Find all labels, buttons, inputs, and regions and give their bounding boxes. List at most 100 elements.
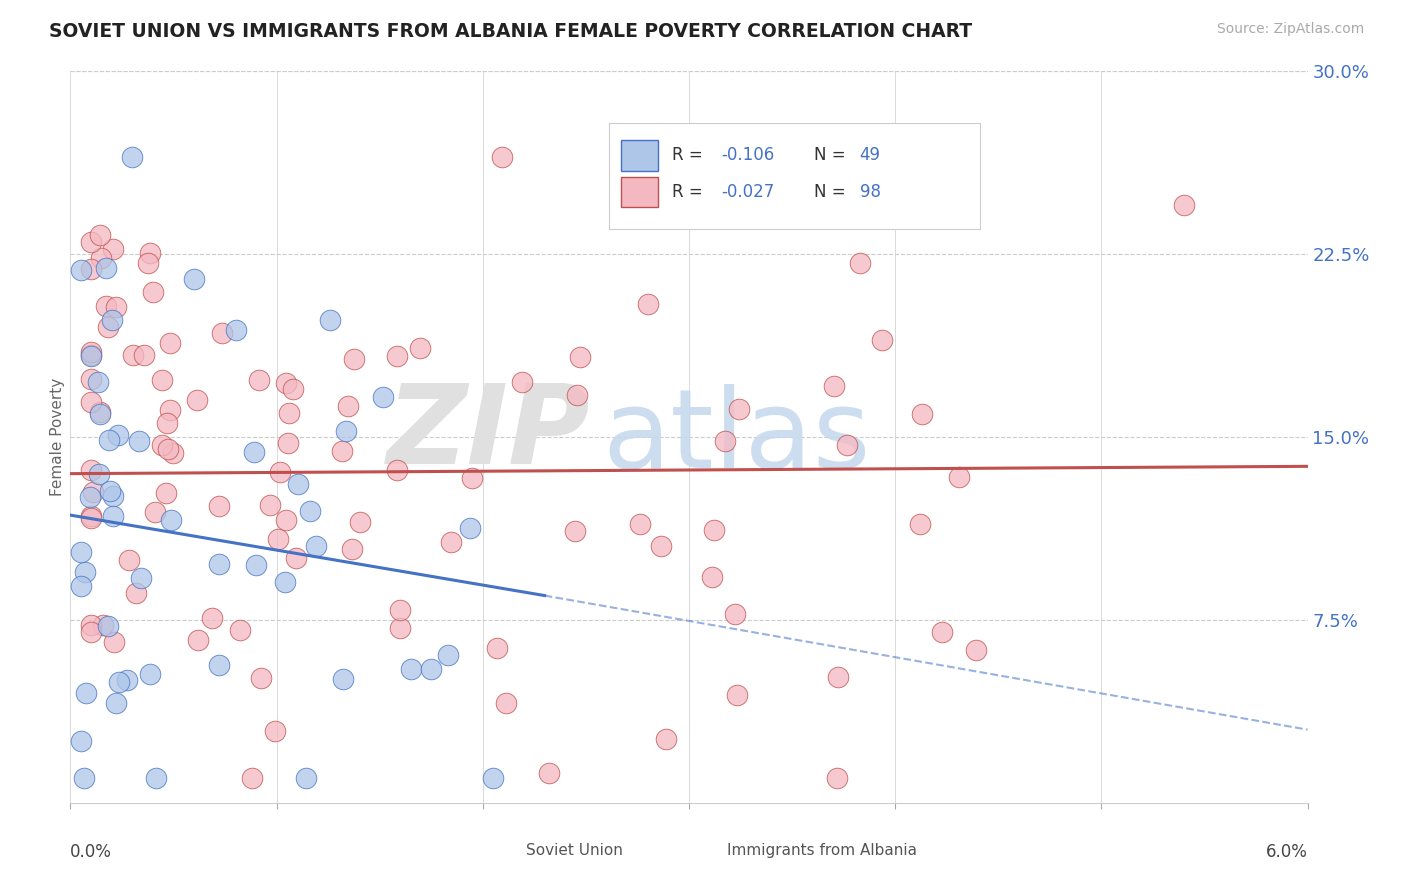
Point	[420, 662, 443, 676]
Point	[240, 772, 263, 786]
Point	[827, 772, 849, 786]
Y-axis label: Female Poverty: Female Poverty	[49, 378, 65, 496]
Point	[87, 467, 110, 482]
Point	[387, 349, 409, 363]
Point	[1173, 198, 1195, 212]
Point	[242, 444, 264, 458]
Point	[82, 484, 104, 499]
Point	[409, 342, 432, 356]
FancyBboxPatch shape	[686, 837, 717, 864]
Point	[69, 545, 91, 559]
Point	[80, 463, 103, 477]
Point	[637, 296, 659, 310]
Point	[250, 671, 273, 685]
Point	[654, 732, 676, 747]
Point	[332, 672, 354, 686]
Point	[538, 765, 561, 780]
Point	[259, 498, 281, 512]
Point	[89, 407, 111, 421]
Point	[650, 539, 672, 553]
Point	[150, 373, 173, 387]
Point	[388, 621, 411, 635]
Point	[129, 571, 152, 585]
Point	[80, 618, 103, 632]
Point	[103, 635, 125, 649]
Point	[713, 434, 735, 448]
Point	[76, 686, 98, 700]
Point	[157, 442, 180, 456]
Point	[931, 625, 953, 640]
Point	[186, 392, 208, 407]
Text: Immigrants from Albania: Immigrants from Albania	[727, 843, 917, 858]
Text: N =: N =	[814, 146, 851, 164]
Point	[139, 667, 162, 681]
Point	[101, 508, 124, 523]
Point	[73, 772, 96, 786]
Point	[105, 696, 128, 710]
FancyBboxPatch shape	[485, 837, 516, 864]
Point	[277, 436, 299, 450]
Point	[335, 424, 357, 438]
Point	[80, 235, 103, 249]
Point	[245, 558, 267, 572]
Point	[319, 312, 342, 326]
Point	[276, 376, 298, 391]
Point	[80, 345, 103, 359]
Point	[80, 395, 103, 409]
Point	[187, 633, 209, 648]
Point	[80, 262, 103, 277]
Text: atlas: atlas	[602, 384, 870, 491]
Point	[159, 335, 181, 350]
Point	[80, 348, 103, 362]
FancyBboxPatch shape	[609, 122, 980, 228]
Text: R =: R =	[672, 146, 707, 164]
Point	[80, 372, 103, 386]
Point	[100, 483, 122, 498]
Point	[97, 320, 120, 334]
Point	[277, 406, 299, 420]
Point	[703, 524, 725, 538]
Point	[510, 375, 533, 389]
Point	[104, 300, 127, 314]
Point	[143, 505, 166, 519]
Point	[724, 607, 747, 622]
Point	[267, 532, 290, 546]
Point	[160, 513, 183, 527]
Point	[87, 375, 110, 389]
Point	[567, 388, 589, 402]
Point	[274, 574, 297, 589]
Point	[870, 333, 893, 347]
Point	[150, 438, 173, 452]
Point	[911, 407, 934, 421]
Point	[725, 688, 748, 702]
Point	[436, 648, 458, 662]
Point	[80, 624, 103, 639]
Point	[299, 504, 322, 518]
Point	[156, 416, 179, 430]
Point	[837, 437, 859, 451]
Point	[80, 511, 103, 525]
Point	[75, 565, 97, 579]
Point	[69, 734, 91, 748]
Point	[139, 245, 162, 260]
Point	[79, 491, 101, 505]
Point	[387, 463, 409, 477]
Point	[295, 772, 318, 786]
Point	[399, 662, 422, 676]
Point	[247, 373, 270, 387]
Point	[115, 673, 138, 687]
Point	[155, 486, 177, 500]
Point	[121, 348, 143, 362]
Point	[263, 724, 285, 739]
Point	[349, 515, 371, 529]
Text: -0.027: -0.027	[721, 183, 775, 201]
Point	[486, 640, 509, 655]
Point	[827, 670, 849, 684]
Point	[125, 586, 148, 600]
Point	[283, 382, 305, 396]
Point	[183, 271, 205, 285]
Point	[89, 405, 111, 419]
Point	[162, 446, 184, 460]
FancyBboxPatch shape	[621, 140, 658, 171]
Point	[461, 471, 484, 485]
